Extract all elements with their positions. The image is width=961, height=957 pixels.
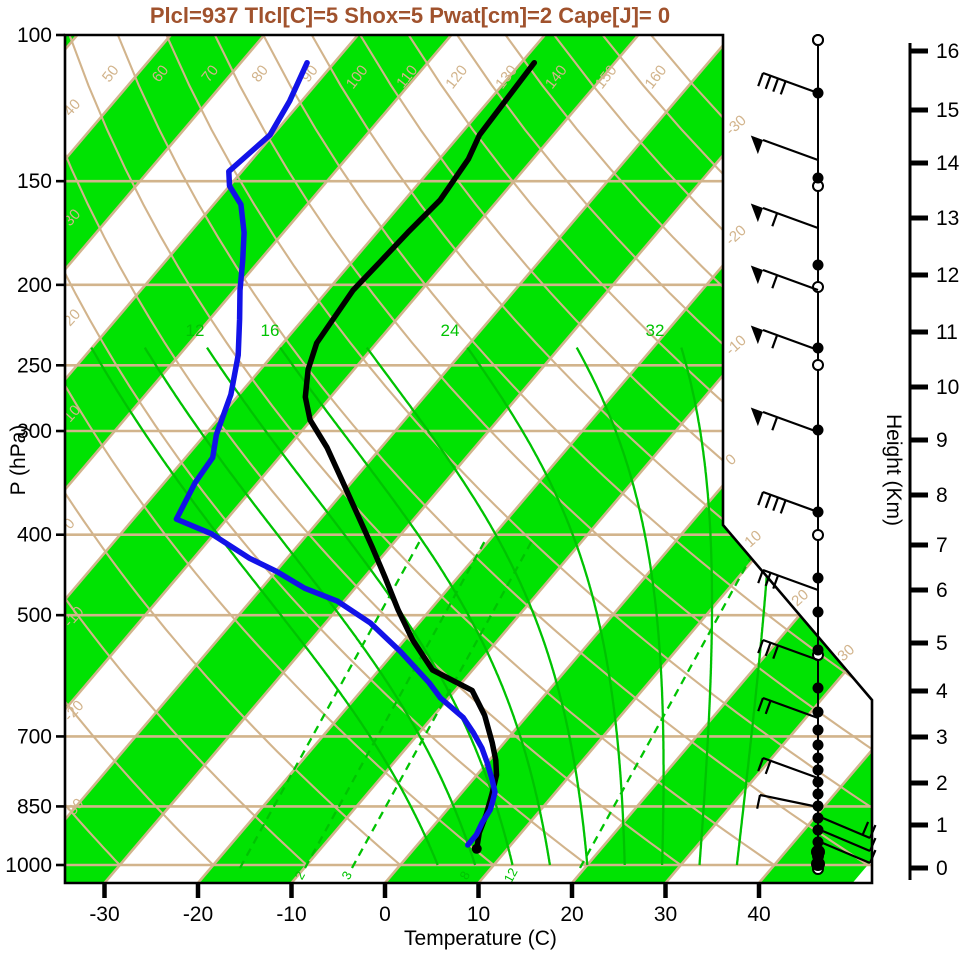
temperature-tick-label: 20 [560, 903, 583, 926]
svg-text:12: 12 [186, 321, 205, 340]
svg-text:120: 120 [442, 62, 471, 92]
height-tick-label: 8 [936, 484, 948, 507]
height-tick-label: 10 [936, 376, 959, 399]
height-tick-label: 5 [936, 632, 948, 655]
height-axis-label: Height (Km) [882, 413, 905, 527]
temperature-axis-label: Temperature (C) [404, 927, 557, 950]
temperature-tick-label: -10 [276, 903, 306, 926]
height-tick-label: 11 [936, 321, 958, 344]
pressure-tick-label: 300 [17, 420, 52, 443]
temperature-tick-label: -30 [89, 903, 119, 926]
pressure-axis-label: P (hPa) [7, 424, 30, 496]
temperature-tick-label: 10 [467, 903, 490, 926]
wind-barb-icon [756, 793, 819, 809]
svg-text:24: 24 [441, 321, 460, 340]
height-tick-label: 14 [936, 152, 960, 175]
svg-text:32: 32 [646, 321, 665, 340]
pressure-tick-label: 1000 [5, 854, 52, 877]
wind-barb-icon [757, 756, 819, 780]
svg-text:12: 12 [501, 865, 521, 885]
svg-text:-20: -20 [722, 222, 749, 249]
wind-barb-icon [757, 568, 819, 592]
height-tick-label: 1 [936, 814, 948, 837]
height-tick-label: 12 [936, 264, 959, 287]
svg-text:80: 80 [248, 62, 272, 86]
svg-text:-10: -10 [722, 332, 749, 359]
svg-text:16: 16 [261, 321, 280, 340]
wind-barb-icon [750, 407, 819, 434]
wind-barb-icon [757, 490, 819, 514]
height-tick-label: 4 [936, 680, 948, 703]
height-tick-label: 7 [936, 534, 948, 557]
wind-barb-icon [757, 638, 819, 662]
height-tick-label: 9 [936, 429, 948, 452]
chart-title: Plcl=937 Tlcl[C]=5 Shox=5 Pwat[cm]=2 Cap… [149, 3, 671, 28]
wind-barb-icon [757, 71, 819, 95]
temperature-tick-label: 40 [747, 903, 770, 926]
temperature-tick-label: 0 [379, 903, 391, 926]
height-tick-label: 3 [936, 726, 948, 749]
wind-barb-icon [750, 135, 819, 162]
svg-text:0: 0 [722, 451, 740, 469]
pressure-tick-label: 150 [17, 170, 52, 193]
pressure-tick-label: 400 [17, 524, 52, 547]
temperature-tick-label: 30 [654, 903, 677, 926]
pressure-tick-label: 100 [17, 24, 52, 47]
wind-barb-icon [757, 696, 819, 720]
temperature-curve [302, 59, 538, 852]
pressure-tick-label: 250 [17, 354, 52, 377]
height-tick-label: 16 [936, 40, 959, 63]
surface-point-dot [471, 843, 482, 854]
wind-barb-icon [750, 203, 819, 230]
svg-text:3: 3 [338, 869, 355, 882]
height-tick-label: 0 [936, 857, 948, 880]
wind-barb-icon [750, 325, 819, 352]
wind-barb-staff [750, 34, 877, 875]
height-tick-label: 13 [936, 207, 959, 230]
svg-text:70: 70 [198, 62, 222, 86]
pressure-tick-label: 500 [17, 604, 52, 627]
svg-text:-30: -30 [722, 112, 749, 139]
pressure-tick-label: 850 [17, 795, 52, 818]
height-tick-label: 6 [936, 579, 948, 602]
dewpoint-curve [173, 59, 498, 848]
svg-text:50: 50 [99, 62, 123, 86]
wind-barb-icon [750, 265, 819, 292]
temperature-tick-label: -20 [183, 903, 213, 926]
pressure-tick-label: 200 [17, 274, 52, 297]
pressure-tick-label: 700 [17, 725, 52, 748]
svg-text:60: 60 [149, 62, 173, 86]
plot-border [63, 33, 874, 885]
svg-text:10: 10 [741, 527, 765, 551]
svg-text:0: 0 [60, 515, 78, 533]
height-tick-label: 15 [936, 99, 959, 122]
height-tick-label: 2 [936, 772, 948, 795]
